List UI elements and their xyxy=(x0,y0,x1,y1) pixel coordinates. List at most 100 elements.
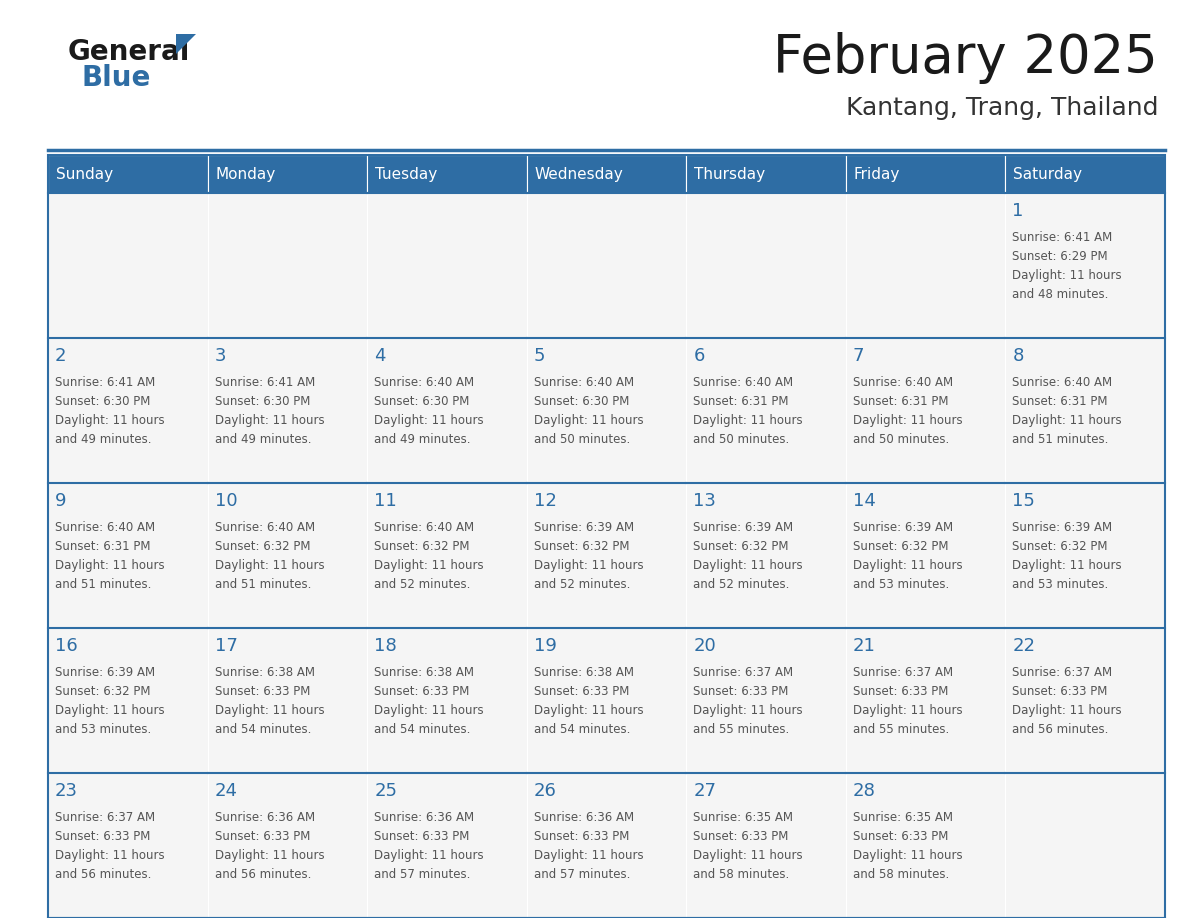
Text: and 58 minutes.: and 58 minutes. xyxy=(853,868,949,881)
Bar xyxy=(48,628,208,773)
Text: Daylight: 11 hours: Daylight: 11 hours xyxy=(694,559,803,572)
Text: 8: 8 xyxy=(1012,347,1024,365)
Text: and 53 minutes.: and 53 minutes. xyxy=(1012,578,1108,591)
Text: 19: 19 xyxy=(533,637,557,655)
Text: Sunset: 6:30 PM: Sunset: 6:30 PM xyxy=(374,395,469,408)
Text: Tuesday: Tuesday xyxy=(375,166,437,182)
Text: Sunrise: 6:40 AM: Sunrise: 6:40 AM xyxy=(374,521,474,534)
Bar xyxy=(1005,193,1165,338)
Text: Sunset: 6:33 PM: Sunset: 6:33 PM xyxy=(55,830,151,843)
Text: Friday: Friday xyxy=(854,166,901,182)
Bar xyxy=(687,338,846,483)
Text: Sunrise: 6:40 AM: Sunrise: 6:40 AM xyxy=(1012,376,1112,389)
Text: Sunday: Sunday xyxy=(56,166,113,182)
Text: February 2025: February 2025 xyxy=(773,32,1158,84)
Text: Daylight: 11 hours: Daylight: 11 hours xyxy=(1012,414,1121,427)
Text: and 57 minutes.: and 57 minutes. xyxy=(533,868,630,881)
Text: Daylight: 11 hours: Daylight: 11 hours xyxy=(374,414,484,427)
Text: Daylight: 11 hours: Daylight: 11 hours xyxy=(853,704,962,717)
Text: Sunrise: 6:39 AM: Sunrise: 6:39 AM xyxy=(694,521,794,534)
Text: and 49 minutes.: and 49 minutes. xyxy=(215,433,311,446)
Text: Daylight: 11 hours: Daylight: 11 hours xyxy=(533,414,644,427)
Text: 5: 5 xyxy=(533,347,545,365)
Text: 11: 11 xyxy=(374,492,397,510)
Bar xyxy=(687,773,846,918)
Text: Daylight: 11 hours: Daylight: 11 hours xyxy=(55,414,165,427)
Bar xyxy=(846,193,1005,338)
Text: Sunrise: 6:35 AM: Sunrise: 6:35 AM xyxy=(853,811,953,824)
Text: Daylight: 11 hours: Daylight: 11 hours xyxy=(55,849,165,862)
Text: and 56 minutes.: and 56 minutes. xyxy=(215,868,311,881)
Bar xyxy=(208,155,367,193)
Bar xyxy=(526,193,687,338)
Text: and 49 minutes.: and 49 minutes. xyxy=(55,433,152,446)
Text: 28: 28 xyxy=(853,782,876,800)
Text: Daylight: 11 hours: Daylight: 11 hours xyxy=(694,849,803,862)
Text: Sunrise: 6:38 AM: Sunrise: 6:38 AM xyxy=(374,666,474,679)
Text: Sunrise: 6:41 AM: Sunrise: 6:41 AM xyxy=(215,376,315,389)
Text: Sunrise: 6:40 AM: Sunrise: 6:40 AM xyxy=(374,376,474,389)
Text: Sunrise: 6:40 AM: Sunrise: 6:40 AM xyxy=(694,376,794,389)
Text: Monday: Monday xyxy=(215,166,276,182)
Text: Kantang, Trang, Thailand: Kantang, Trang, Thailand xyxy=(846,96,1158,120)
Bar xyxy=(48,155,208,193)
Text: Sunrise: 6:36 AM: Sunrise: 6:36 AM xyxy=(533,811,634,824)
Text: 18: 18 xyxy=(374,637,397,655)
Text: and 50 minutes.: and 50 minutes. xyxy=(853,433,949,446)
Polygon shape xyxy=(176,34,196,54)
Bar xyxy=(1005,155,1165,193)
Bar xyxy=(367,773,526,918)
Text: Sunset: 6:33 PM: Sunset: 6:33 PM xyxy=(533,685,630,698)
Text: and 50 minutes.: and 50 minutes. xyxy=(533,433,630,446)
Text: and 48 minutes.: and 48 minutes. xyxy=(1012,288,1108,301)
Text: and 52 minutes.: and 52 minutes. xyxy=(533,578,630,591)
Bar xyxy=(48,155,1165,918)
Bar xyxy=(687,155,846,193)
Text: Blue: Blue xyxy=(82,64,151,92)
Text: Sunset: 6:30 PM: Sunset: 6:30 PM xyxy=(533,395,630,408)
Text: Daylight: 11 hours: Daylight: 11 hours xyxy=(374,704,484,717)
Text: Sunrise: 6:40 AM: Sunrise: 6:40 AM xyxy=(853,376,953,389)
Text: Sunset: 6:32 PM: Sunset: 6:32 PM xyxy=(694,540,789,553)
Text: Sunset: 6:30 PM: Sunset: 6:30 PM xyxy=(55,395,151,408)
Bar xyxy=(846,628,1005,773)
Bar xyxy=(526,773,687,918)
Text: 2: 2 xyxy=(55,347,67,365)
Text: 26: 26 xyxy=(533,782,557,800)
Text: Sunset: 6:31 PM: Sunset: 6:31 PM xyxy=(853,395,948,408)
Text: Sunset: 6:33 PM: Sunset: 6:33 PM xyxy=(1012,685,1107,698)
Bar xyxy=(208,193,367,338)
Bar xyxy=(1005,338,1165,483)
Text: 4: 4 xyxy=(374,347,386,365)
Bar xyxy=(48,193,208,338)
Text: Daylight: 11 hours: Daylight: 11 hours xyxy=(55,559,165,572)
Text: and 55 minutes.: and 55 minutes. xyxy=(853,723,949,736)
Text: Sunset: 6:30 PM: Sunset: 6:30 PM xyxy=(215,395,310,408)
Text: 23: 23 xyxy=(55,782,78,800)
Bar xyxy=(846,155,1005,193)
Text: Daylight: 11 hours: Daylight: 11 hours xyxy=(1012,704,1121,717)
Text: Wednesday: Wednesday xyxy=(535,166,624,182)
Bar xyxy=(367,338,526,483)
Text: Sunrise: 6:41 AM: Sunrise: 6:41 AM xyxy=(1012,231,1113,244)
Text: 16: 16 xyxy=(55,637,77,655)
Text: 22: 22 xyxy=(1012,637,1036,655)
Text: Daylight: 11 hours: Daylight: 11 hours xyxy=(55,704,165,717)
Bar xyxy=(526,483,687,628)
Text: Daylight: 11 hours: Daylight: 11 hours xyxy=(374,559,484,572)
Text: Sunrise: 6:41 AM: Sunrise: 6:41 AM xyxy=(55,376,156,389)
Bar xyxy=(208,338,367,483)
Text: Sunrise: 6:36 AM: Sunrise: 6:36 AM xyxy=(215,811,315,824)
Text: 3: 3 xyxy=(215,347,226,365)
Bar xyxy=(208,773,367,918)
Bar xyxy=(526,155,687,193)
Text: Sunrise: 6:39 AM: Sunrise: 6:39 AM xyxy=(533,521,634,534)
Text: 6: 6 xyxy=(694,347,704,365)
Text: Daylight: 11 hours: Daylight: 11 hours xyxy=(853,849,962,862)
Bar xyxy=(687,483,846,628)
Text: 12: 12 xyxy=(533,492,557,510)
Text: Sunset: 6:33 PM: Sunset: 6:33 PM xyxy=(853,685,948,698)
Text: Sunrise: 6:37 AM: Sunrise: 6:37 AM xyxy=(1012,666,1112,679)
Text: Sunset: 6:33 PM: Sunset: 6:33 PM xyxy=(215,830,310,843)
Text: Sunset: 6:33 PM: Sunset: 6:33 PM xyxy=(694,830,789,843)
